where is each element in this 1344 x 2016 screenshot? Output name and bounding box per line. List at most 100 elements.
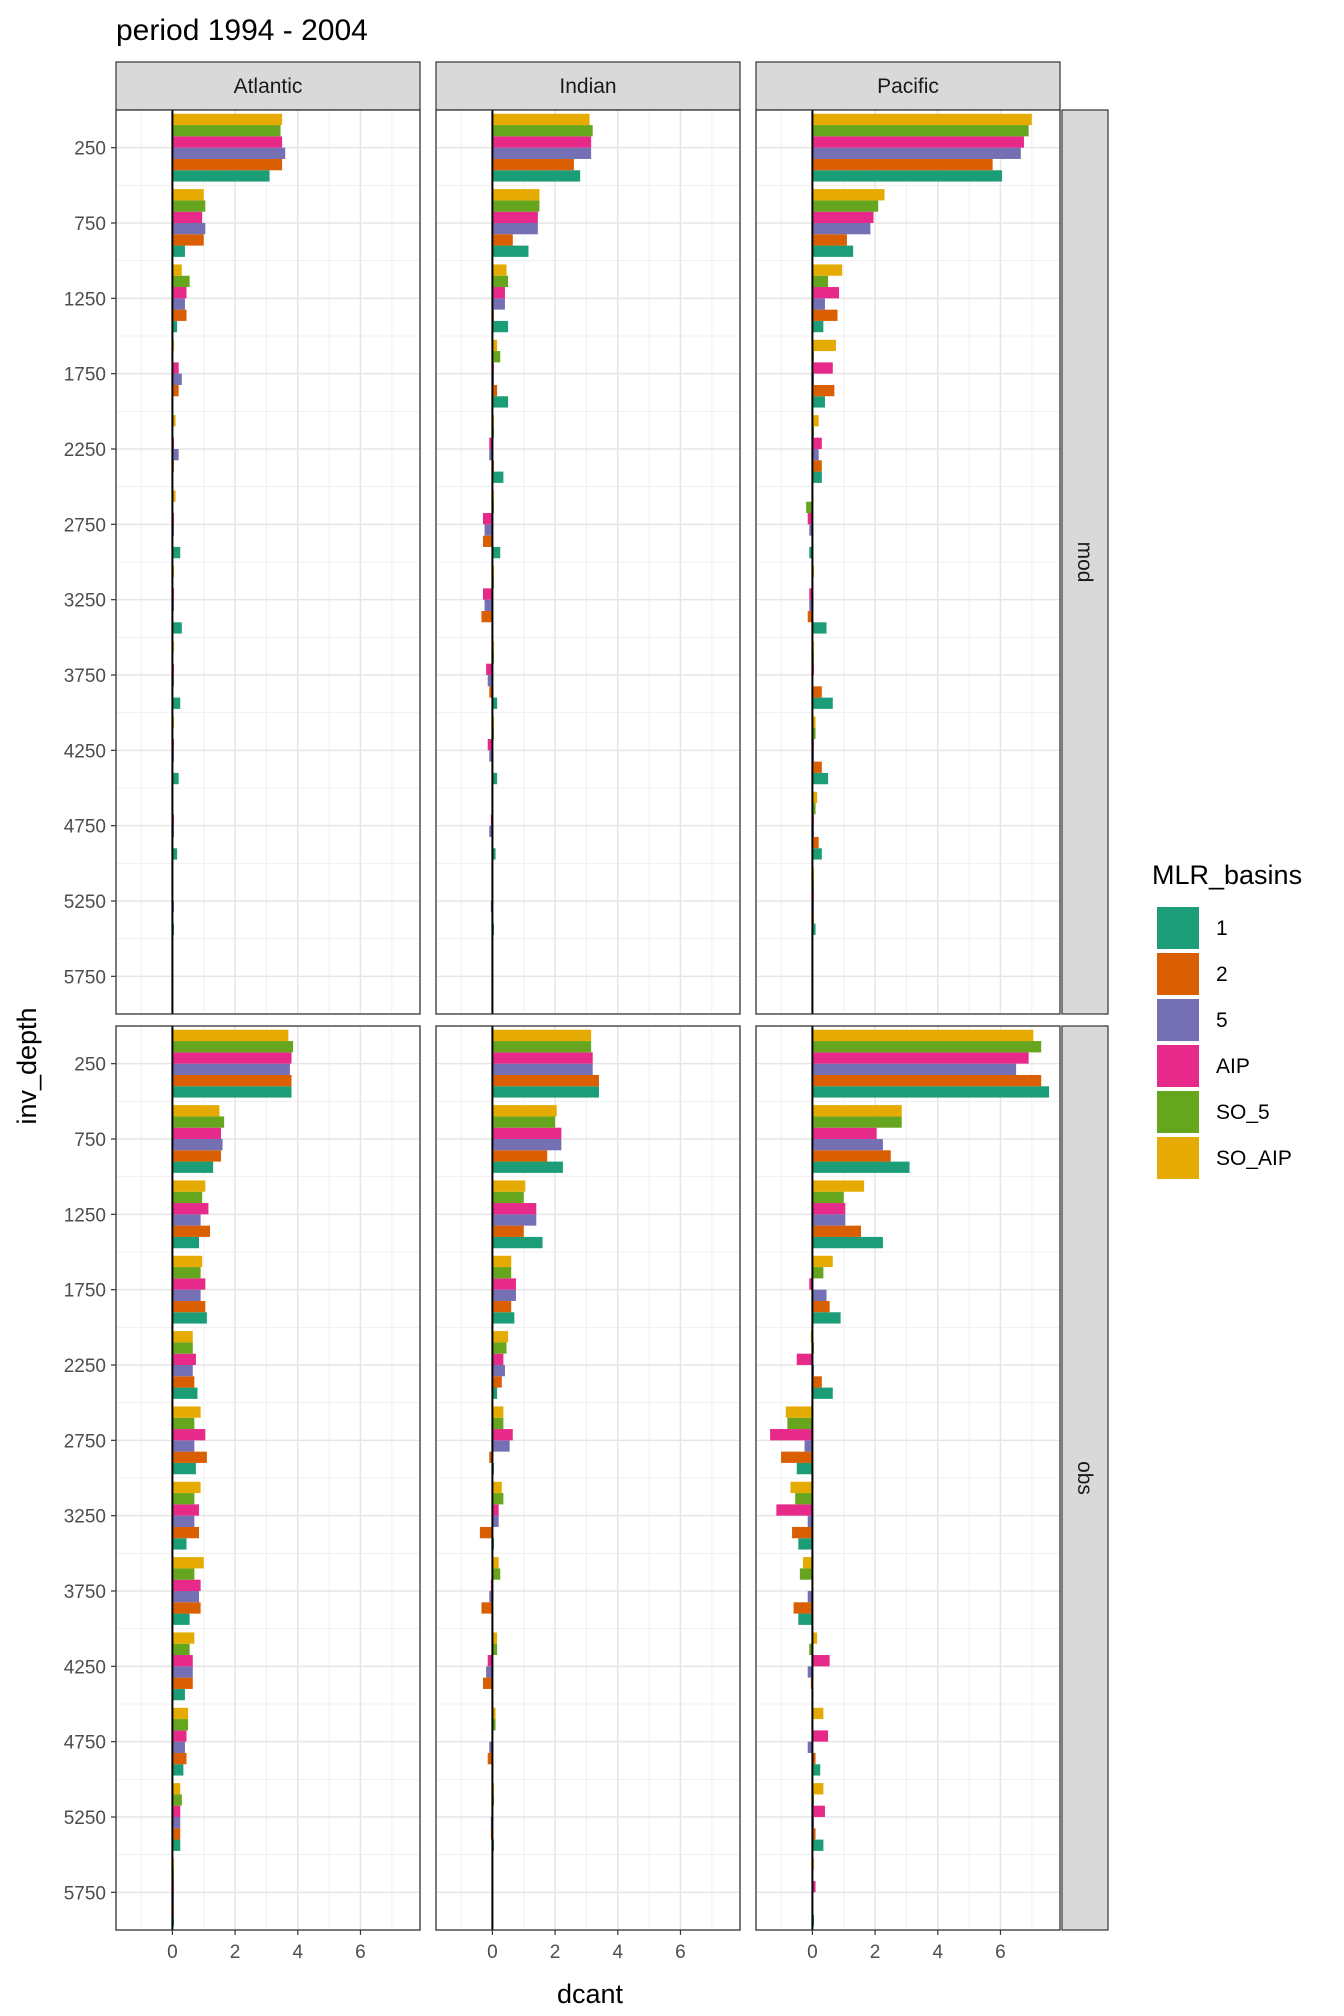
bar-so-aip-250 <box>812 113 1032 126</box>
bar-5-3750 <box>172 1591 200 1603</box>
bar-1-250 <box>172 1086 292 1098</box>
bar-so-aip-250 <box>812 1029 1034 1042</box>
bar-so-5-1250 <box>812 275 829 288</box>
bar-aip-750 <box>172 211 203 223</box>
bar-5-1250 <box>492 298 505 310</box>
bar-aip-750 <box>812 211 874 223</box>
bar-so-5-1250 <box>172 1191 203 1204</box>
bar-so-5-2250 <box>172 1342 193 1354</box>
bar-1-3750 <box>172 1613 190 1625</box>
bar-2-750 <box>812 1150 891 1162</box>
y-tick-label: 5750 <box>64 1883 106 1904</box>
bar-so-5-4250 <box>492 1643 498 1656</box>
y-tick-label: 3250 <box>64 591 106 612</box>
bar-2-750 <box>172 1150 221 1162</box>
legend-key-5 <box>1157 999 1199 1041</box>
bar-so-aip-1250 <box>492 264 507 276</box>
bar-aip-4250 <box>812 1655 830 1667</box>
bar-aip-3750 <box>172 1579 201 1591</box>
bar-5-750 <box>172 1139 223 1151</box>
bar-aip-2250 <box>796 1353 813 1365</box>
bar-so-5-3750 <box>172 1568 195 1580</box>
bar-so-5-250 <box>172 125 281 137</box>
bar-so-5-1750 <box>812 1267 824 1279</box>
bar-1-4250 <box>172 772 179 785</box>
bar-so-aip-3750 <box>172 1557 204 1569</box>
bar-2-250 <box>492 1074 599 1087</box>
bar-1-250 <box>812 170 1003 182</box>
bar-so-aip-3750 <box>492 1557 499 1569</box>
y-tick-label: 5250 <box>64 1808 106 1829</box>
bar-5-3250 <box>807 1515 813 1527</box>
bar-5-4750 <box>489 825 493 837</box>
bar-aip-3250 <box>492 1504 499 1516</box>
bar-aip-4750 <box>812 1730 829 1742</box>
bar-5-1750 <box>812 1289 827 1301</box>
bar-2-250 <box>812 158 993 171</box>
bar-aip-4250 <box>487 739 493 751</box>
bar-2-3250 <box>481 610 493 623</box>
x-tick-label: 0 <box>807 1942 818 1963</box>
bar-1-250 <box>492 1086 599 1098</box>
strip-pacific <box>755 61 1061 111</box>
bar-5-2750 <box>172 1440 195 1452</box>
bar-1-3250 <box>798 1538 813 1550</box>
bar-1-2250 <box>812 471 822 483</box>
bar-so-5-750 <box>492 1116 556 1128</box>
bar-so-5-750 <box>172 200 206 212</box>
bar-1-4250 <box>812 772 829 785</box>
bar-5-2750 <box>484 524 493 536</box>
bar-so-aip-750 <box>492 189 540 201</box>
x-tick-label: 0 <box>487 1942 498 1963</box>
bar-2-1250 <box>812 309 838 321</box>
bar-aip-2250 <box>172 1353 196 1365</box>
bar-aip-3250 <box>776 1504 813 1516</box>
bar-2-3750 <box>793 1602 813 1614</box>
bar-5-3750 <box>487 675 493 687</box>
bar-so-aip-4250 <box>812 716 816 728</box>
y-tick-label: 750 <box>74 214 106 235</box>
bar-so-5-2750 <box>787 1417 813 1430</box>
legend-label-5: 5 <box>1216 1009 1228 1032</box>
bar-so-aip-2750 <box>172 490 176 502</box>
legend-label-so-aip: SO_AIP <box>1216 1147 1292 1170</box>
bar-1-3750 <box>812 697 833 709</box>
bar-so-5-3750 <box>799 1568 813 1580</box>
bar-1-3750 <box>798 1613 813 1625</box>
bar-1-4750 <box>172 848 178 860</box>
bar-aip-250 <box>172 136 283 148</box>
bar-1-1250 <box>492 320 509 333</box>
legend: MLR_basins 1 2 5 AIP SO_5 SO_AIP <box>1152 860 1302 1179</box>
bar-5-4250 <box>172 1666 193 1678</box>
bar-aip-2250 <box>492 1353 504 1365</box>
bar-5-1750 <box>492 1289 516 1301</box>
bar-so-5-3250 <box>492 1493 504 1505</box>
bar-so-aip-1750 <box>492 1255 512 1268</box>
bar-1-250 <box>172 170 270 182</box>
bar-so-5-5250 <box>172 1794 182 1806</box>
chart-title: period 1994 - 2004 <box>116 14 368 47</box>
strip-indian <box>435 61 741 111</box>
bar-so-5-2750 <box>806 501 813 514</box>
y-tick-label: 2250 <box>64 440 106 461</box>
bar-1-2750 <box>796 1462 813 1475</box>
bar-5-1250 <box>172 298 185 310</box>
bar-5-250 <box>172 147 286 159</box>
bar-so-5-4250 <box>812 727 816 740</box>
bar-2-1250 <box>172 1225 211 1237</box>
panel-border <box>435 1025 741 1931</box>
bar-so-5-4750 <box>172 1719 189 1731</box>
bar-aip-1250 <box>812 287 840 299</box>
bar-2-3750 <box>481 1602 493 1614</box>
bar-1-2250 <box>172 1387 198 1399</box>
bar-2-1750 <box>492 384 498 397</box>
bar-2-5250 <box>172 1828 181 1840</box>
bar-so-aip-2250 <box>172 415 176 427</box>
bar-2-4750 <box>812 836 819 849</box>
bar-so-aip-1250 <box>812 264 843 276</box>
bar-aip-5750 <box>812 1881 816 1893</box>
bar-5-250 <box>492 1063 593 1075</box>
bar-aip-1750 <box>492 1278 516 1290</box>
bar-1-1250 <box>812 1236 883 1249</box>
bar-5-1250 <box>492 1214 537 1226</box>
